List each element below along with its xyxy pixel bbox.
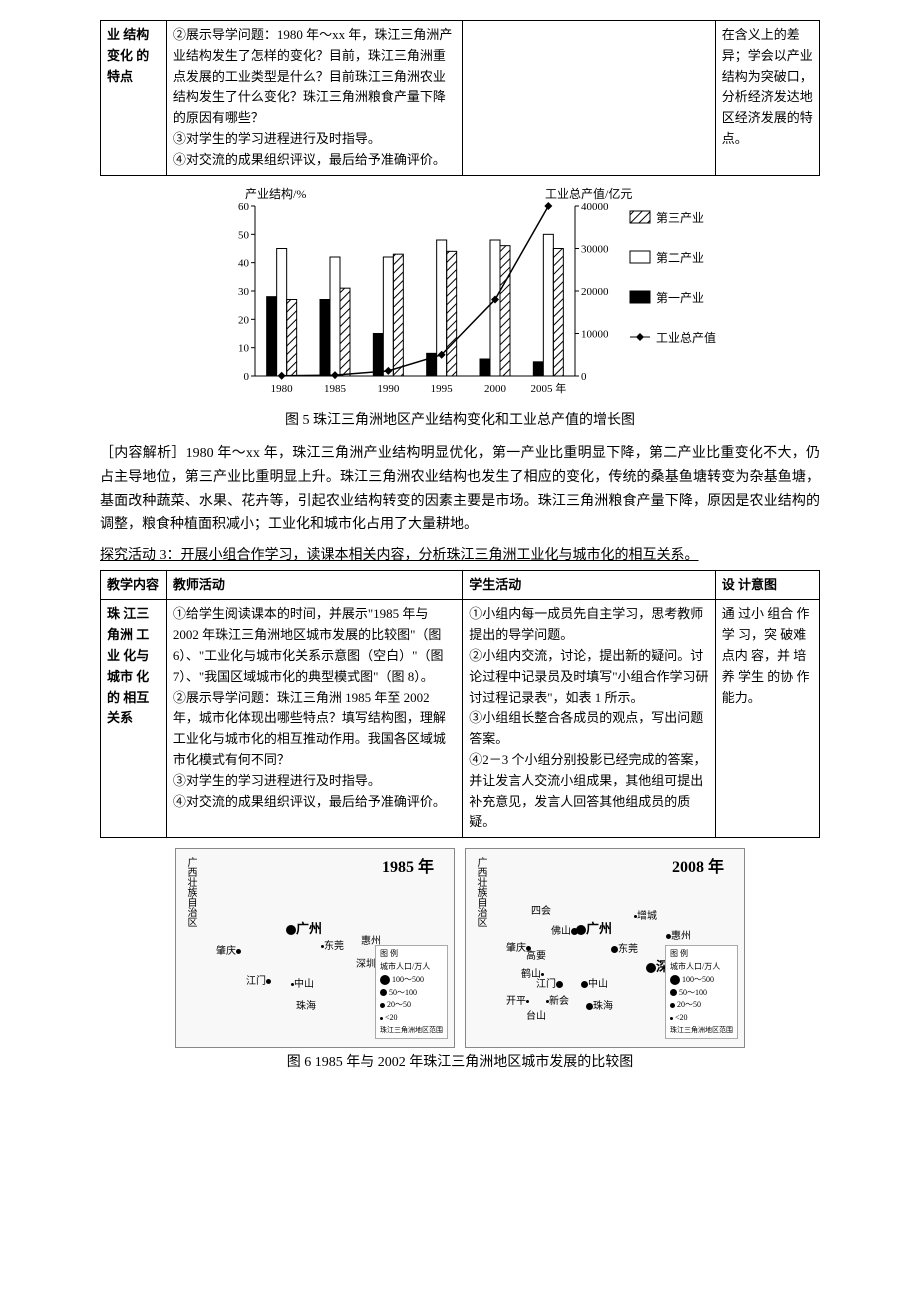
map2-taishan: 台山 — [526, 1009, 546, 1025]
svg-text:10: 10 — [238, 342, 250, 354]
content-analysis: ［内容解析］1980 年～xx 年，珠江三角洲产业结构明显优化，第一产业比重明显… — [100, 442, 820, 537]
map2-leg-2: 20～50 — [670, 999, 733, 1012]
svg-text:20000: 20000 — [581, 286, 609, 298]
map2-legend-title: 图 例 — [670, 948, 733, 961]
maps-container: 广西壮族自治区 1985 年 广州 肇庆 江门 中山 东莞 惠州 深圳 珠海 图… — [100, 848, 820, 1048]
svg-text:1990: 1990 — [377, 383, 400, 395]
svg-text:2005 年: 2005 年 — [530, 381, 566, 395]
svg-text:1980: 1980 — [271, 383, 294, 395]
svg-text:0: 0 — [581, 371, 587, 383]
maps-caption: 图 6 1985 年与 2002 年珠江三角洲地区城市发展的比较图 — [100, 1052, 820, 1074]
svg-text:工业总产值/亿元: 工业总产值/亿元 — [545, 186, 632, 201]
map2-zhuhai: 珠海 — [586, 999, 613, 1015]
svg-text:30000: 30000 — [581, 243, 609, 255]
analysis-label: ［内容解析］ — [100, 446, 186, 461]
map1-region: 广西壮族自治区 — [182, 857, 198, 927]
map1-year: 1985 年 — [382, 855, 434, 881]
map2-legend: 图 例 城市人口/万人 100～500 50～100 20～50 <20 珠江三… — [665, 945, 738, 1039]
map1-leg-2: 20～50 — [380, 999, 443, 1012]
t2-student: ①小组内每一成员先自主学习，思考教师提出的导学问题。 ②小组内交流，讨论，提出新… — [463, 600, 715, 838]
svg-text:产业结构/%: 产业结构/% — [245, 186, 306, 201]
map2-zhongshan: 中山 — [581, 977, 608, 993]
map2-leg-1: 50～100 — [670, 987, 733, 1000]
map1-shenzhen: 深圳 — [356, 957, 376, 973]
svg-text:0: 0 — [244, 371, 250, 383]
t2-teacher: ①给学生阅读课本的时间，并展示"1985 年与 2002 年珠江三角洲地区城市发… — [166, 600, 462, 838]
map1-leg-0: 100～500 — [380, 974, 443, 987]
analysis-text: 1980 年～xx 年，珠江三角洲产业结构明显优化，第一产业比重明显下降，第二产… — [100, 446, 820, 532]
t2-h-teacher: 教师活动 — [166, 570, 462, 600]
chart-caption: 图 5 珠江三角洲地区产业结构变化和工业总产值的增长图 — [100, 410, 820, 432]
svg-text:第三产业: 第三产业 — [656, 211, 704, 225]
map1-leg-1: 50～100 — [380, 987, 443, 1000]
svg-text:50: 50 — [238, 229, 250, 241]
t2-h-topic: 教学内容 — [101, 570, 167, 600]
map2-leg-0: 100～500 — [670, 974, 733, 987]
svg-text:工业总产值: 工业总产值 — [656, 330, 716, 345]
chart-svg: 0 10 20 30 40 50 60 0 10000 20000 30000 40000 产业结构/%… — [200, 186, 720, 406]
map2-leg-extra: 珠江三角洲地区范围 — [670, 1025, 733, 1036]
map2-gaoyao: 高要 — [526, 949, 546, 965]
map2-dongguan: 东莞 — [611, 942, 638, 958]
svg-text:第一产业: 第一产业 — [656, 291, 704, 305]
svg-text:1995: 1995 — [431, 383, 454, 395]
t2-topic: 珠 江三 角洲 工业 化与 城市 化的 相互 关系 — [101, 600, 167, 838]
map1-dongguan: 东莞 — [321, 939, 344, 955]
map1-guangzhou: 广州 — [286, 919, 322, 940]
map1-legend-sub: 城市人口/万人 — [380, 961, 443, 974]
map1-zhaoqing: 肇庆 — [216, 944, 241, 960]
map2-zengcheng: 增城 — [634, 909, 657, 925]
t1-intent: 在含义上的差异；学会以产业结构为突破口，分析经济发达地区经济发展的特点。 — [715, 21, 819, 176]
svg-text:20: 20 — [238, 314, 250, 326]
t1-topic: 业 结构 变化 的特点 — [101, 21, 167, 176]
map2-foshan: 佛山 — [551, 924, 578, 940]
map2-leg-3: <20 — [670, 1012, 733, 1025]
teaching-table-1: 业 结构 变化 的特点 ②展示导学问题：1980 年～xx 年，珠江三角洲产业结… — [100, 20, 820, 176]
map-1985: 广西壮族自治区 1985 年 广州 肇庆 江门 中山 东莞 惠州 深圳 珠海 图… — [175, 848, 455, 1048]
map1-jiangmen: 江门 — [246, 974, 271, 990]
svg-text:60: 60 — [238, 201, 250, 213]
t1-teacher: ②展示导学问题：1980 年～xx 年，珠江三角洲产业结构发生了怎样的变化？目前… — [166, 21, 462, 176]
map-2008: 广西壮族自治区 2008 年 四会 广州 佛山 增城 肇庆 高要 鹤山 江门 中… — [465, 848, 745, 1048]
map1-leg-3: <20 — [380, 1012, 443, 1025]
map1-leg-extra: 珠江三角洲地区范围 — [380, 1025, 443, 1036]
map2-kaiping: 开平 — [506, 994, 529, 1010]
map2-sihui: 四会 — [531, 904, 551, 920]
t2-h-intent: 设 计意图 — [715, 570, 819, 600]
svg-text:2000: 2000 — [484, 383, 507, 395]
t1-student — [463, 21, 715, 176]
svg-text:40000: 40000 — [581, 201, 609, 213]
map2-xinhui: 新会 — [546, 994, 569, 1010]
svg-text:10000: 10000 — [581, 328, 609, 340]
map1-legend: 图 例 城市人口/万人 100～500 50～100 20～50 <20 珠江三… — [375, 945, 448, 1039]
map2-huizhou: 惠州 — [666, 929, 691, 945]
svg-text:40: 40 — [238, 257, 250, 269]
map2-legend-sub: 城市人口/万人 — [670, 961, 733, 974]
map2-jiangmen: 江门 — [536, 977, 563, 993]
map2-region: 广西壮族自治区 — [472, 857, 488, 927]
map1-legend-title: 图 例 — [380, 948, 443, 961]
map2-guangzhou: 广州 — [576, 919, 612, 940]
svg-text:30: 30 — [238, 286, 250, 298]
svg-text:1985: 1985 — [324, 383, 347, 395]
t2-h-student: 学生活动 — [463, 570, 715, 600]
activity-3-header: 探究活动 3：开展小组合作学习，读课本相关内容，分析珠江三角洲工业化与城市化的相… — [100, 545, 820, 567]
t2-intent: 通 过小 组合 作学 习，突 破难 点内 容，并 培养 学生 的协 作能力。 — [715, 600, 819, 838]
map2-year: 2008 年 — [672, 855, 724, 881]
svg-text:第二产业: 第二产业 — [656, 251, 704, 265]
map1-zhuhai: 珠海 — [296, 999, 316, 1015]
map1-zhongshan: 中山 — [291, 977, 314, 993]
teaching-table-2: 教学内容 教师活动 学生活动 设 计意图 珠 江三 角洲 工业 化与 城市 化的… — [100, 570, 820, 839]
industry-chart: 0 10 20 30 40 50 60 0 10000 20000 30000 40000 产业结构/%… — [100, 186, 820, 432]
